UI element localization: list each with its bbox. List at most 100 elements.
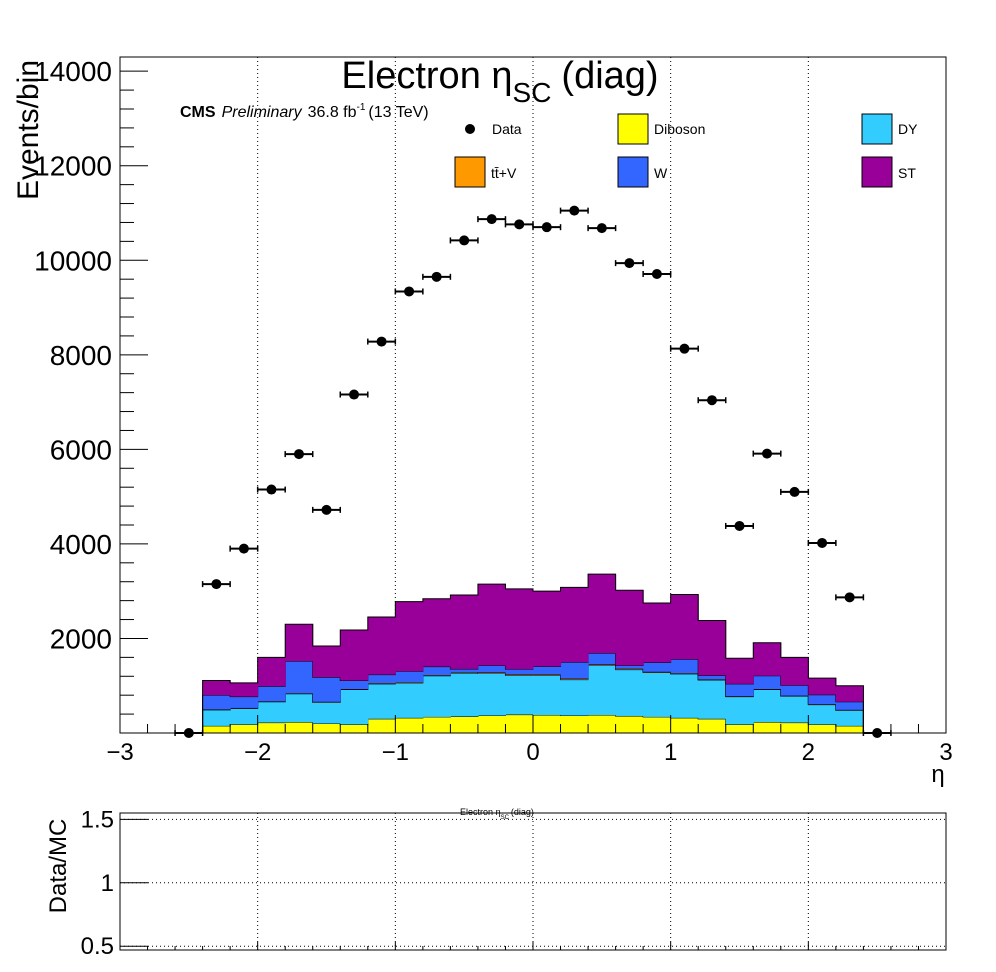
stack-bar-w [422,666,451,676]
stack-bar-diboson [533,715,562,733]
stack-bar-diboson [560,715,589,733]
stack-bar-st [670,594,699,660]
stack-bar-diboson [285,722,314,733]
stack-bar-w [312,677,341,702]
data-point [293,449,304,460]
stack-bar-st [230,682,259,697]
x-tick-label: 0 [526,739,539,766]
legend-data-label: Data [492,121,522,137]
data-point [706,395,717,406]
data-point [789,486,800,497]
x-axis-label: η [931,761,944,788]
stack-bar-diboson [230,724,259,733]
ratio-y-tick-label: 0.5 [81,933,114,960]
stack-bar-st [753,642,782,676]
main-title: Electron ηSC (diag) [341,55,658,108]
stack-bar-diboson [670,717,699,733]
stack-bar-dy [615,669,644,716]
x-tick-label: −2 [244,739,271,766]
stack-bar-dy [312,702,341,724]
cms-label: CMS Preliminary 36.8 fb-1 (13 TeV) [180,102,429,121]
stack-bar-dy [450,672,479,717]
stack-bar-w [670,659,699,674]
ratio-y-tick-label: 1 [101,870,114,897]
stack-bar-diboson [202,725,231,733]
data-point [266,484,277,495]
stack-bar-dy [725,696,754,725]
stack-bar-st [780,657,809,686]
data-point [404,286,415,297]
ratio-y-axis-label: Data/MC [45,819,72,914]
data-point [486,214,497,225]
legend-st-swatch [861,156,893,188]
stack-bar-w [257,686,286,702]
data-point [541,222,552,233]
data-point [211,579,222,590]
ratio-plot-pad: 0.5 1 1.5 Electron ηSC(diag) Data/MC [45,806,947,960]
stack-bar-dy [780,696,809,723]
stack-bar-dy [753,689,782,723]
stack-bar-w [698,675,727,680]
stack-bar-dy [670,673,699,718]
stack-bar-st [533,591,562,667]
stack-bar-w [477,665,506,673]
x-tick-label: −3 [106,739,133,766]
legend: Data Diboson DY tt̄+V W ST [454,113,918,188]
stack-bar-w [835,701,864,710]
stack-bar-st [505,588,534,670]
stack-bar-st [285,624,314,662]
stack-bar-diboson [588,715,617,733]
stack-bar-w [285,661,314,694]
stack-bar-dy [588,665,617,716]
stack-bar-w [395,671,424,683]
stack-bar-diboson [615,715,644,733]
stack-bar-diboson [698,718,727,733]
stack-bar-diboson [367,718,396,733]
main-x-grid [257,57,809,733]
stack-bar-diboson [780,722,809,733]
stack-bar-dy [835,710,864,726]
stack-bar-dy [422,675,451,717]
stack-bar-dy [257,701,286,723]
stack-bar-dy [560,679,589,716]
stacked-histogram [202,573,864,733]
y-tick-label: 4000 [50,529,112,560]
stack-bar-st [395,601,424,672]
stack-bar-st [615,590,644,666]
y-axis-label: Events/bin [12,60,45,200]
data-point [349,389,360,400]
x-tick-label: 3 [939,739,952,766]
stack-bar-dy [340,689,369,725]
stack-bar-dy [477,673,506,716]
stack-bar-dy [643,672,672,717]
stack-bar-dy [533,675,562,716]
legend-dy-swatch [861,113,893,145]
data-point [321,504,332,515]
legend-data-marker [465,124,475,134]
stack-bar-dy [285,693,314,723]
y-tick-label: 10000 [34,245,112,276]
stack-bar-w [780,685,809,696]
stack-bar-diboson [257,722,286,733]
stack-bar-w [808,694,837,705]
y-tick-label: 12000 [34,151,112,182]
x-tick-label: 2 [802,739,815,766]
stack-bar-w [505,669,534,675]
stack-bar-dy [808,704,837,725]
x-tick-label: 1 [664,739,677,766]
y-tick-label: 6000 [50,434,112,465]
data-point [238,543,249,554]
stack-bar-diboson [808,724,837,733]
y-tick-label: 2000 [50,623,112,654]
stack-bar-dy [698,680,727,719]
stack-bar-st [422,598,451,667]
y-tick-label: 8000 [50,340,112,371]
stack-bar-diboson [450,716,479,733]
stack-bar-diboson [725,724,754,733]
stack-bar-dy [395,682,424,718]
stack-bar-st [202,680,231,696]
stack-bar-st [477,584,506,666]
stack-bar-w [367,674,396,684]
stack-bar-st [367,616,396,675]
